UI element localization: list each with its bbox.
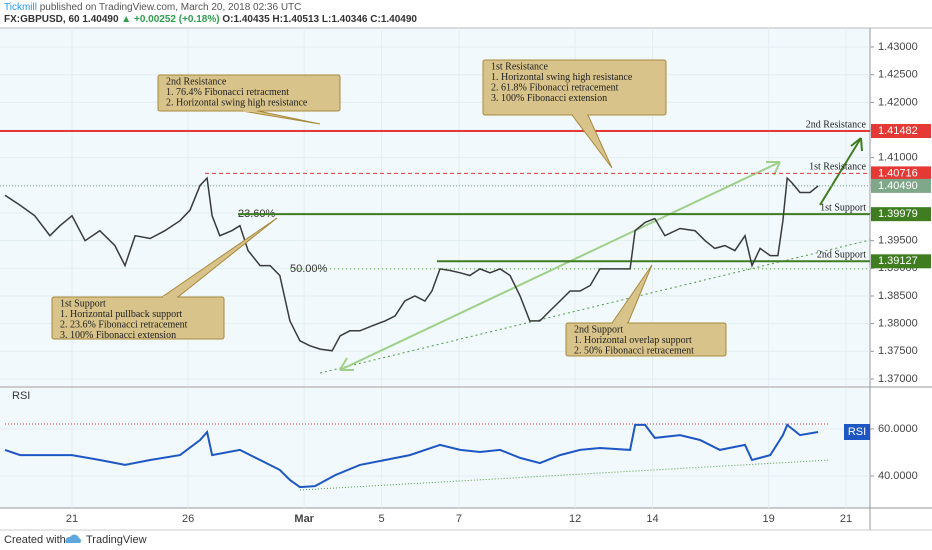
callout-text: 3. 100% Fibonacci extension	[491, 93, 607, 104]
arrow-head	[766, 161, 781, 176]
callout-text: 3. 100% Fibonacci extension	[60, 330, 176, 341]
level-label: 1.41482	[878, 125, 918, 137]
level-box	[871, 178, 931, 193]
x-tick-label: 14	[646, 513, 658, 525]
callout-text: 2. 23.6% Fibonacci retracement	[60, 319, 188, 330]
fib-label: 50.00%	[290, 263, 328, 275]
y-tick-label: 1.38000	[878, 318, 918, 330]
callout-text: 1st Support	[60, 298, 106, 309]
callout-text: 2nd Support	[574, 324, 623, 335]
arrow-head	[850, 137, 863, 152]
level-label: 1.40716	[878, 167, 918, 179]
level-name: 2nd Support	[817, 250, 866, 261]
ohlc: C:1.40490	[370, 14, 417, 25]
footer-created: Created with	[4, 534, 66, 546]
x-tick-label: Mar	[294, 513, 314, 525]
callout-text: 1. Horizontal pullback support	[60, 309, 182, 320]
change: ▲ +0.00252 (+0.18%)	[121, 14, 219, 25]
y-tick-label: 1.41000	[878, 152, 918, 164]
level-name: 1st Resistance	[809, 162, 866, 173]
trend-arrow	[339, 161, 781, 371]
rsi-label: RSI	[848, 426, 866, 438]
callout-text: 2nd Resistance	[166, 76, 227, 87]
level-name: 2nd Resistance	[806, 119, 867, 130]
level-label: 1.39127	[878, 255, 918, 267]
last: 1.40490	[82, 14, 119, 25]
y-tick-label: 1.37000	[878, 373, 918, 385]
x-tick-label: 21	[840, 513, 852, 525]
level-label: 1.40490	[878, 180, 918, 192]
callout-text: 1. Horizontal swing high resistance	[491, 72, 633, 83]
price-line	[4, 423, 819, 489]
level-label: 1.39979	[878, 208, 918, 220]
price-line	[4, 176, 819, 352]
x-tick-label: 21	[66, 513, 78, 525]
footer-brand: TradingView	[86, 534, 147, 546]
y-tick-label: 1.38500	[878, 290, 918, 302]
y-tick-label: 1.42000	[878, 96, 918, 108]
callout-text: 2. Horizontal swing high resistance	[166, 97, 308, 108]
x-tick-label: 5	[379, 513, 385, 525]
logo	[65, 534, 81, 543]
callout-box	[51, 296, 225, 340]
author: Tickmill	[4, 2, 37, 13]
level-box	[871, 166, 931, 181]
symbol: FX:GBPUSD, 60	[4, 14, 80, 25]
chart-layer: 21 26 Mar 5 7 12 14 19 21 1.43000 1.42500 1.42000 1.…	[0, 28, 931, 525]
rsi-title: RSI	[12, 390, 30, 402]
ohlc: L:1.40346	[322, 14, 368, 25]
level-box	[871, 254, 931, 269]
level-box	[871, 124, 931, 139]
rsi-box	[844, 424, 870, 440]
arrow-head	[339, 357, 354, 371]
symbol-line: FX:GBPUSD, 60 1.40490 ▲ +0.00252 (+0.18%…	[4, 14, 417, 25]
callout-text: 1. Horizontal overlap support	[574, 335, 692, 346]
ohlc: O:1.40435	[222, 14, 270, 25]
y-tick-label: 1.39500	[878, 235, 918, 247]
callout-box	[565, 322, 727, 357]
published: published on TradingView.com, March 20, …	[40, 2, 302, 13]
header-line: Tickmill published on TradingView.com, M…	[4, 2, 301, 13]
x-tick-label: 12	[569, 513, 581, 525]
callout-text: 1. 76.4% Fibonacci retracment	[166, 87, 289, 98]
forecast-arrow	[819, 137, 862, 206]
rsi-pane	[0, 388, 870, 508]
y-tick-label: 1.37500	[878, 345, 918, 357]
ohlc: H:1.40513	[272, 14, 319, 25]
x-tick-label: 26	[182, 513, 194, 525]
x-tick-label: 19	[762, 513, 774, 525]
y-tick-label: 60.0000	[878, 423, 918, 435]
callout-text: 2. 50% Fibonacci retracement	[574, 345, 694, 356]
y-tick-label: 1.43000	[878, 41, 918, 53]
callout-text: 1st Resistance	[491, 61, 548, 72]
callout-text: 2. 61.8% Fibonacci retracement	[491, 82, 619, 93]
level-box	[871, 207, 931, 222]
level-name: 1st Support	[820, 202, 866, 213]
x-tick-label: 7	[456, 513, 462, 525]
y-tick-label: 1.42500	[878, 69, 918, 81]
y-tick-label: 40.0000	[878, 470, 918, 482]
